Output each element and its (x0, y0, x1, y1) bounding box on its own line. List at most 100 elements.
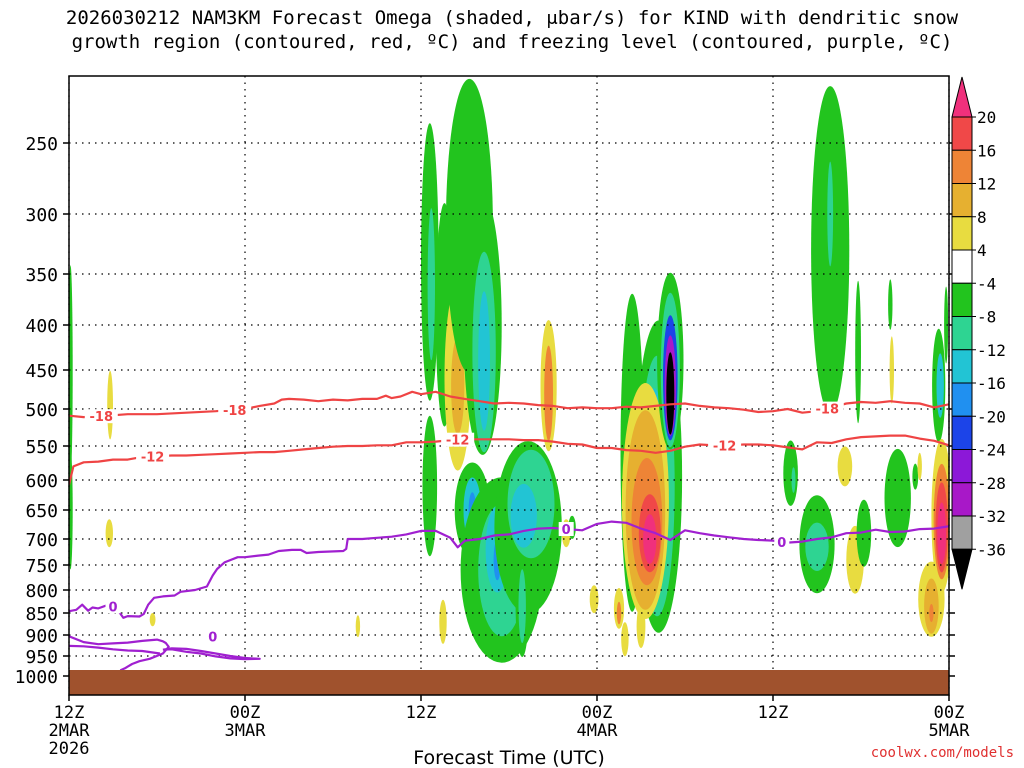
colorbar-label: 4 (977, 241, 987, 260)
x-tick-label: 00Z (934, 703, 965, 723)
x-tick-label: 00Z (230, 703, 261, 723)
dgz-contour-label: -18 (223, 404, 247, 419)
colorbar-label: 8 (977, 208, 987, 227)
omega-cell (355, 615, 361, 638)
freezing-contour-label-bg (558, 522, 574, 537)
dgz-contour-label-bg (708, 438, 742, 453)
freezing-contour-label: 0 (108, 600, 117, 615)
contours: -18 -18 -18 -12 -12 -12 0 0 0 0 (69, 390, 949, 672)
y-tick-label: 300 (25, 205, 58, 226)
y-tick-label: 950 (25, 647, 58, 668)
omega-cell (791, 467, 796, 493)
omega-cell (944, 286, 949, 364)
chart-title-line1: 2026030212 NAM3KM Forecast Omega (shaded… (65, 7, 959, 29)
colorbar-label: -24 (977, 441, 1006, 460)
colorbar-box (951, 482, 973, 517)
x-tick-label: 5MAR (929, 721, 971, 741)
dgz-contour-label: -18 (90, 410, 114, 425)
x-tick-label: 00Z (582, 703, 613, 723)
dgz-contour-label: -12 (141, 450, 165, 465)
freezing-contour-label: 0 (562, 523, 571, 538)
omega-cell (439, 599, 447, 644)
omega-cell (856, 499, 872, 567)
y-tick-label: 700 (25, 530, 58, 551)
omega-cell (888, 279, 893, 330)
freezing-contour (162, 647, 261, 661)
omega-cell (855, 280, 861, 424)
omega-cell (546, 366, 551, 421)
x-tick-label: 3MAR (225, 721, 267, 741)
y-tick-label: 600 (25, 471, 58, 492)
colorbar-label: 20 (977, 108, 996, 127)
dgz-contour (69, 434, 949, 486)
y-tick-label: 800 (25, 581, 58, 602)
freezing-contour-label-bg (105, 599, 121, 614)
colorbar-box (951, 449, 973, 484)
omega-cell (510, 483, 537, 548)
y-tick-label: 850 (25, 604, 58, 625)
dgz-contour-label-bg (218, 402, 252, 417)
plot-frame (68, 75, 950, 696)
omega-cell (643, 514, 657, 564)
colorbar-label: -12 (977, 341, 1006, 360)
freezing-contour-label-bg (205, 629, 221, 644)
y-tick-label: 450 (25, 361, 58, 382)
y-tick-label: 500 (25, 400, 58, 421)
colorbar-box (951, 116, 973, 151)
colorbar-box (951, 249, 973, 284)
omega-cell (616, 601, 622, 625)
x-axis-label: Forecast Time (UTC) (413, 747, 604, 768)
terrain-bar (69, 670, 949, 695)
colorbar-label: -32 (977, 507, 1006, 526)
omega-cell (69, 265, 73, 475)
y-tick-label: 650 (25, 501, 58, 522)
x-tick-label: 12Z (406, 703, 437, 723)
freezing-contour-label-bg (774, 534, 790, 549)
colorbar-label: -36 (977, 540, 1006, 559)
freezing-contour-label: 0 (777, 536, 786, 551)
y-tick-label: 250 (25, 134, 58, 155)
omega-cell (917, 452, 922, 480)
x-tick-label: 4MAR (577, 721, 619, 741)
colorbar-box (951, 149, 973, 184)
y-tick-label: 350 (25, 265, 58, 286)
y-tick-label: 750 (25, 556, 58, 577)
dgz-contour-label: -12 (446, 434, 470, 449)
chart-title-line2: growth region (contoured, red, ºC) and f… (71, 31, 953, 53)
omega-cell (107, 370, 113, 440)
omega-cell (912, 463, 919, 490)
colorbar-label: 16 (977, 141, 996, 160)
credit-text: coolwx.com/models (870, 745, 1014, 761)
y-tick-label: 400 (25, 316, 58, 337)
omega-cell (937, 502, 947, 564)
colorbar-label: 12 (977, 175, 996, 194)
omega-cell (621, 622, 629, 657)
omega-cell (889, 336, 894, 404)
omega-cell (884, 448, 911, 548)
colorbar-box (951, 349, 973, 384)
dgz-contour (69, 390, 949, 419)
colorbar-box (951, 382, 973, 417)
freezing-contour-label: 0 (208, 630, 217, 645)
colorbar-cap-bottom (951, 548, 973, 590)
colorbar-box (951, 282, 973, 317)
y-tick-label: 550 (25, 437, 58, 458)
chart-title: 2026030212 NAM3KM Forecast Omega (shaded… (0, 6, 1024, 54)
dgz-contour-label-bg (84, 409, 118, 424)
freezing-contour (69, 635, 170, 672)
colorbar-label: -16 (977, 374, 1006, 393)
x-tick-label: 12Z (54, 703, 85, 723)
omega-cell (422, 415, 438, 557)
omega-shading (69, 78, 949, 663)
omega-cell (149, 613, 156, 627)
colorbar-box (951, 316, 973, 351)
omega-cell (936, 353, 944, 418)
y-tick-label: 1000 (15, 667, 58, 688)
colorbar-cap-top (951, 76, 973, 118)
omega-cell (478, 291, 490, 431)
colorbar-label: -4 (977, 274, 996, 293)
x-tick-label: 2026 (49, 739, 90, 759)
omega-cell (929, 604, 934, 622)
